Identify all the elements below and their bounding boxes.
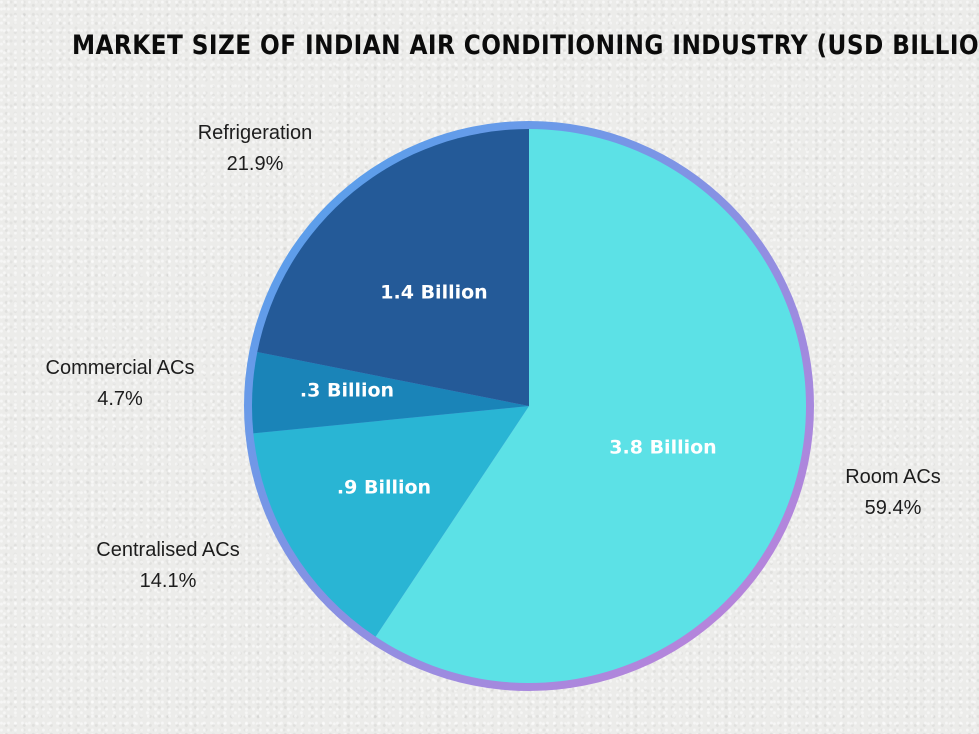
pie-slice-refrigeration — [257, 129, 529, 406]
slice-percent-label: 21.9% — [227, 153, 284, 175]
chart-title: MARKET SIZE OF INDIAN AIR CONDITIONING I… — [72, 30, 979, 61]
slice-percent-label: 59.4% — [865, 497, 922, 519]
slice-category-label: Room ACs — [845, 466, 941, 488]
slice-category-label: Commercial ACs — [46, 357, 195, 379]
slice-value-label: 1.4 Billion — [380, 282, 487, 304]
pie-slice-centralised-acs — [253, 406, 529, 637]
slice-category-label: Centralised ACs — [96, 539, 239, 561]
slice-percent-label: 4.7% — [97, 388, 143, 410]
slice-percent-label: 14.1% — [140, 570, 197, 592]
pie-slice-commercial-acs — [252, 352, 529, 434]
slice-category-label: Refrigeration — [198, 122, 313, 144]
pie-slice-room-acs — [375, 129, 806, 683]
slice-value-label: .3 Billion — [300, 380, 394, 402]
slice-value-label: .9 Billion — [337, 477, 431, 499]
slice-value-label: 3.8 Billion — [609, 437, 716, 459]
